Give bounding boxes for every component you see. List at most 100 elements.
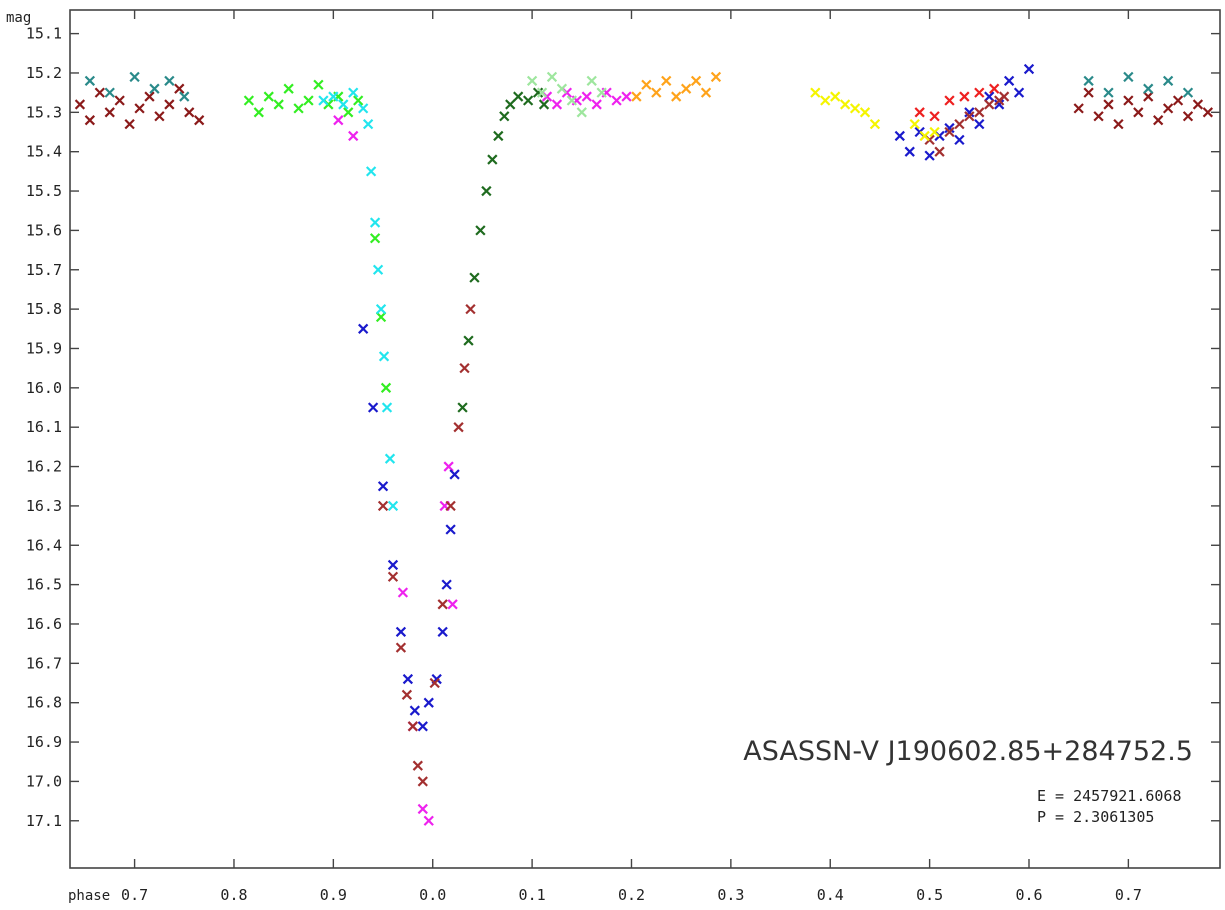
data-point	[1202, 107, 1214, 118]
data-point	[1153, 115, 1164, 126]
data-point	[353, 95, 364, 106]
plot-frame	[69, 9, 1221, 869]
data-point	[441, 579, 452, 590]
data-point	[810, 87, 821, 98]
data-point	[358, 323, 369, 334]
data-point	[586, 75, 597, 86]
data-point	[1123, 95, 1134, 106]
data-point	[830, 91, 841, 102]
data-point	[505, 99, 516, 110]
data-point	[546, 71, 558, 83]
data-point	[661, 75, 672, 86]
data-point	[417, 721, 428, 732]
data-point	[984, 99, 995, 110]
data-point	[194, 115, 205, 126]
data-point	[493, 130, 504, 142]
data-point	[154, 111, 165, 122]
data-series	[318, 87, 399, 512]
data-point	[1113, 118, 1124, 130]
data-point	[566, 95, 578, 106]
y-tick-label: 16.8	[26, 694, 62, 712]
data-point	[475, 225, 486, 236]
data-series	[243, 79, 392, 393]
data-point	[469, 272, 480, 283]
data-point	[1003, 75, 1015, 86]
y-tick-label: 16.9	[26, 733, 62, 751]
data-series	[810, 87, 940, 142]
data-point	[273, 99, 284, 110]
data-point	[453, 422, 464, 433]
data-point	[551, 99, 563, 110]
data-point	[1123, 71, 1134, 83]
period-label: P = 2.3061305	[1037, 808, 1154, 826]
data-point	[929, 111, 940, 122]
data-point	[387, 571, 399, 582]
data-point	[443, 461, 454, 472]
data-point	[869, 118, 881, 130]
chart-title: ASASSN-V J190602.85+284752.5	[743, 736, 1193, 767]
data-point	[954, 134, 965, 146]
data-point	[164, 99, 175, 110]
y-tick-label: 16.0	[26, 379, 62, 397]
data-series	[74, 83, 1214, 130]
data-point	[328, 91, 339, 102]
y-tick-label: 15.7	[26, 261, 62, 279]
data-point	[318, 95, 329, 106]
data-point	[998, 91, 1010, 102]
y-tick-label: 15.1	[26, 25, 62, 43]
data-point	[596, 87, 607, 98]
data-point	[387, 500, 399, 512]
data-point	[909, 118, 920, 130]
data-point	[989, 83, 1000, 94]
data-point	[381, 402, 393, 413]
data-point	[365, 166, 377, 177]
data-point	[343, 107, 354, 118]
data-point	[522, 95, 534, 106]
data-point	[437, 599, 448, 610]
data-point	[263, 91, 274, 102]
data-series	[631, 71, 722, 102]
data-point	[395, 626, 407, 638]
data-point	[481, 185, 492, 197]
y-tick-label: 15.5	[26, 182, 62, 200]
data-point	[445, 500, 456, 512]
data-points	[74, 63, 1214, 826]
data-point	[348, 130, 359, 142]
data-point	[591, 99, 602, 110]
data-point	[409, 705, 420, 716]
data-point	[253, 107, 264, 118]
data-point	[412, 760, 423, 771]
data-point	[487, 154, 498, 165]
data-point	[974, 118, 985, 130]
data-point	[944, 95, 955, 106]
data-point	[894, 130, 905, 142]
data-point	[1023, 63, 1035, 75]
data-point	[671, 91, 682, 102]
data-point	[457, 402, 468, 413]
x-axis-label: phase	[68, 888, 110, 904]
data-point	[417, 803, 428, 815]
y-tick-label: 16.6	[26, 615, 62, 633]
data-point	[380, 382, 392, 393]
data-point	[449, 469, 460, 480]
data-point	[437, 626, 448, 638]
data-point	[914, 107, 925, 118]
data-series	[526, 71, 607, 118]
data-point	[447, 599, 458, 610]
data-series	[914, 83, 1000, 122]
data-point	[377, 500, 389, 512]
data-point	[124, 118, 135, 130]
data-point	[94, 87, 105, 98]
data-point	[1133, 107, 1144, 118]
y-tick-label: 16.2	[26, 458, 62, 476]
data-point	[283, 83, 294, 94]
y-tick-label: 15.2	[26, 64, 62, 82]
y-tick-label: 15.6	[26, 221, 62, 239]
data-point	[429, 677, 440, 689]
x-tick-label: 0.2	[618, 886, 645, 904]
data-point	[378, 351, 390, 362]
data-point	[621, 91, 632, 102]
data-point	[1182, 87, 1194, 98]
epoch-label: E = 2457921.6068	[1037, 787, 1182, 805]
